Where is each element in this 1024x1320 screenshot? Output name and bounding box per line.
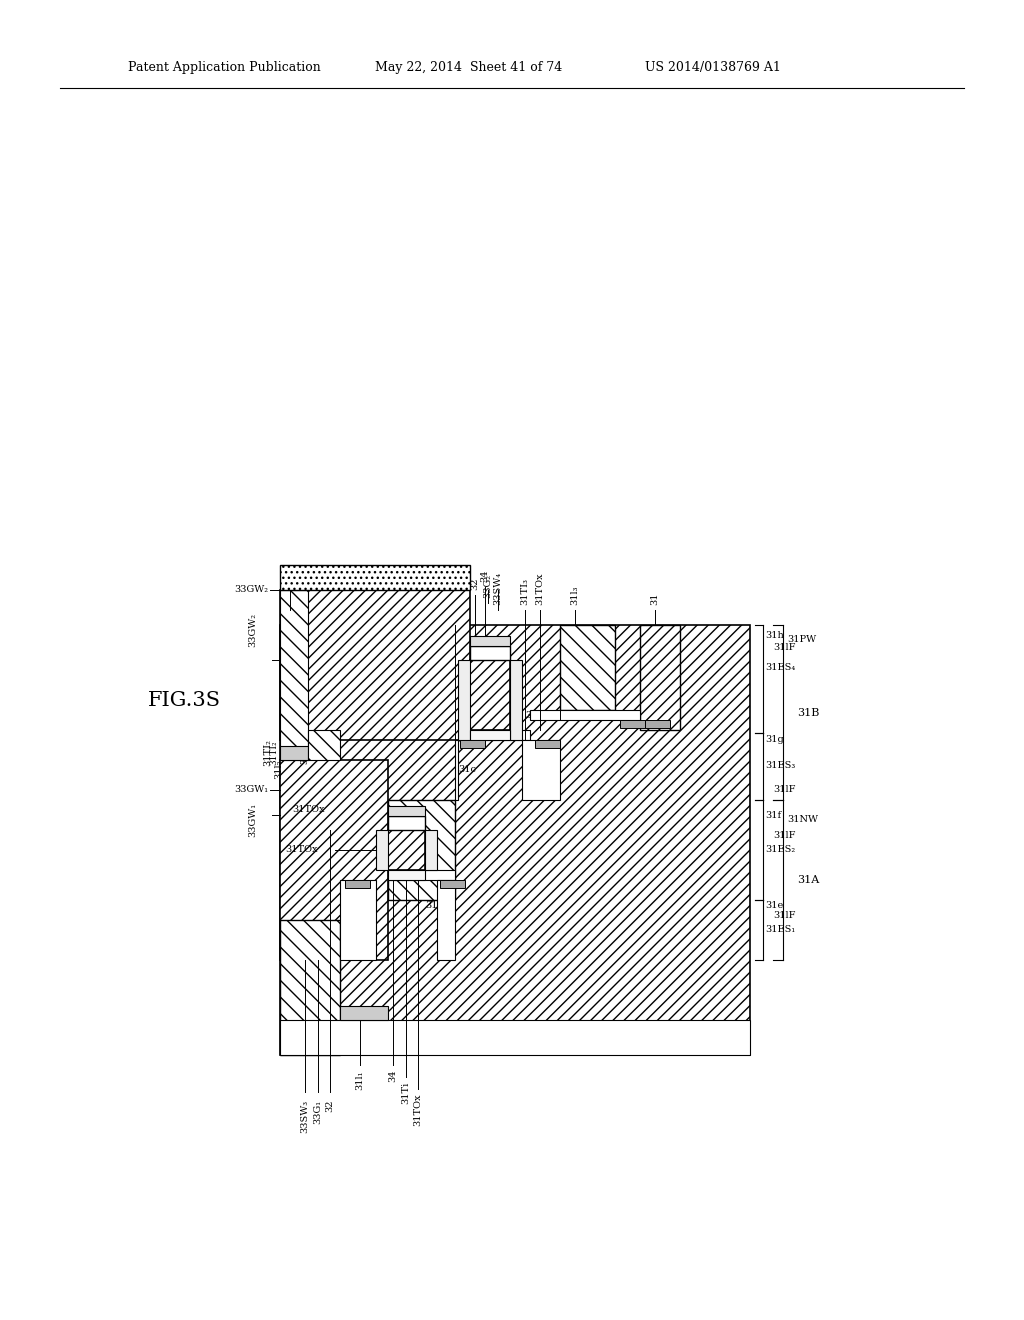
Text: 31TI₂: 31TI₂ <box>269 741 278 766</box>
Bar <box>280 760 388 960</box>
Bar <box>645 719 670 729</box>
Bar <box>280 624 750 1055</box>
Text: 31e: 31e <box>765 900 783 909</box>
Text: 33SW₃: 33SW₃ <box>300 1100 309 1133</box>
Text: US 2014/0138769 A1: US 2014/0138769 A1 <box>645 62 781 74</box>
Text: May 22, 2014  Sheet 41 of 74: May 22, 2014 Sheet 41 of 74 <box>375 62 562 74</box>
Text: 31A: 31A <box>797 875 819 884</box>
Bar <box>280 746 308 760</box>
Bar <box>388 800 455 900</box>
Bar <box>530 710 640 719</box>
Text: 32: 32 <box>326 1100 335 1113</box>
Bar <box>535 741 560 748</box>
Text: 31lF: 31lF <box>773 830 796 840</box>
Bar <box>470 636 510 645</box>
Bar <box>345 880 370 888</box>
Text: 31ES₁: 31ES₁ <box>765 925 796 935</box>
Text: 31f: 31f <box>765 810 781 820</box>
Text: 31Ti: 31Ti <box>401 1082 411 1105</box>
Text: FIG.3S: FIG.3S <box>148 690 221 710</box>
Bar <box>376 830 388 870</box>
Bar <box>620 719 645 729</box>
Text: 31TI₂: 31TI₂ <box>263 739 272 767</box>
Text: 31a: 31a <box>341 900 359 909</box>
Text: 31lF: 31lF <box>773 911 796 920</box>
Bar <box>280 1020 750 1055</box>
Bar <box>470 730 530 741</box>
Text: 34: 34 <box>480 569 489 582</box>
Bar <box>470 645 510 660</box>
Bar <box>340 880 376 960</box>
Text: 31TOx: 31TOx <box>292 805 325 814</box>
Bar <box>388 816 425 830</box>
Bar <box>280 920 340 1055</box>
Text: 31CH₁: 31CH₁ <box>378 861 408 870</box>
Text: 31TOx: 31TOx <box>288 665 297 694</box>
Bar <box>340 1006 388 1020</box>
Bar <box>560 624 615 710</box>
Text: 31g: 31g <box>765 735 783 744</box>
Bar <box>460 741 485 748</box>
Bar <box>280 590 308 760</box>
Bar <box>510 660 522 741</box>
Text: 33G₂: 33G₂ <box>483 574 493 598</box>
Text: 31d: 31d <box>530 766 549 775</box>
Bar <box>455 741 458 800</box>
Bar <box>308 730 340 760</box>
Bar <box>470 730 510 741</box>
Bar <box>280 565 470 590</box>
Text: 31TOx: 31TOx <box>414 1094 423 1126</box>
Bar <box>280 590 470 741</box>
Text: 33GW₁: 33GW₁ <box>233 785 268 795</box>
Text: 33SW₄: 33SW₄ <box>494 572 503 605</box>
Bar <box>440 880 465 888</box>
Bar <box>437 880 455 960</box>
Text: 31: 31 <box>650 593 659 605</box>
Text: 31b: 31b <box>426 900 444 909</box>
Text: 31B: 31B <box>797 708 819 718</box>
Text: 31lF: 31lF <box>773 785 796 795</box>
Bar <box>522 741 560 800</box>
Bar <box>388 807 425 816</box>
Text: 33GW₂: 33GW₂ <box>234 586 268 594</box>
Bar <box>458 660 470 741</box>
Text: Patent Application Publication: Patent Application Publication <box>128 62 321 74</box>
Text: 31l₁: 31l₁ <box>355 1071 365 1089</box>
Text: 31TOx: 31TOx <box>525 710 555 719</box>
Bar <box>425 830 437 870</box>
Text: 31NW: 31NW <box>787 816 818 825</box>
Text: 31h: 31h <box>765 631 783 639</box>
Text: 34: 34 <box>388 1071 397 1082</box>
Bar <box>640 624 680 730</box>
Text: 31c: 31c <box>458 766 476 775</box>
Bar <box>388 870 425 880</box>
Text: 31lF: 31lF <box>773 643 796 652</box>
Text: 31l₂: 31l₂ <box>300 746 309 764</box>
Text: 31ES₂: 31ES₂ <box>765 846 795 854</box>
Text: 31TOx: 31TOx <box>284 704 293 737</box>
Text: 31PW: 31PW <box>787 635 816 644</box>
Text: 31TOx: 31TOx <box>536 573 545 605</box>
Text: 31l₃: 31l₃ <box>570 586 580 605</box>
Text: 33GW₁: 33GW₁ <box>248 803 257 837</box>
Text: R32: R32 <box>286 585 295 605</box>
Text: 33G₁: 33G₁ <box>313 1100 323 1125</box>
Text: 31CH₂: 31CH₂ <box>460 730 489 739</box>
Text: 33GW₂: 33GW₂ <box>248 612 257 647</box>
Text: 32: 32 <box>470 578 479 590</box>
Text: 31ES₃: 31ES₃ <box>765 760 796 770</box>
Bar <box>388 870 455 880</box>
Text: 31ES₄: 31ES₄ <box>765 663 796 672</box>
Bar <box>388 830 425 870</box>
Bar <box>470 660 510 730</box>
Text: 31TOx: 31TOx <box>285 846 317 854</box>
Text: 31l₂: 31l₂ <box>274 759 283 779</box>
Text: 31TI₃: 31TI₃ <box>520 578 529 605</box>
